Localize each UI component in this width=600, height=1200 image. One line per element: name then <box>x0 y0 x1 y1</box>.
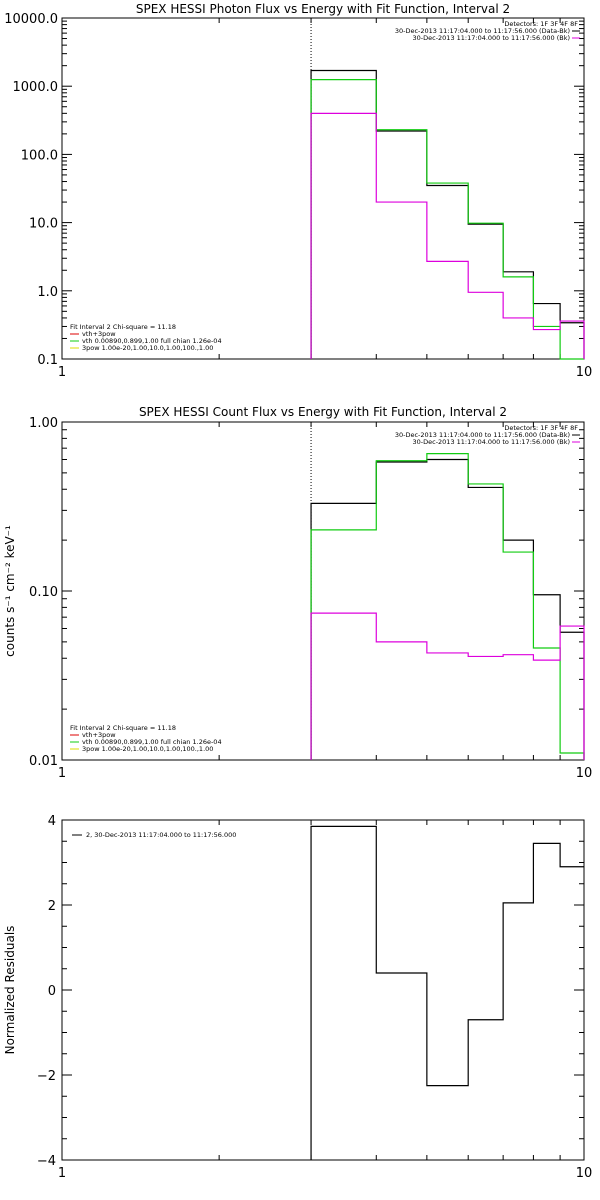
x-tick-label: 1 <box>58 1166 66 1181</box>
legend-top-right-entry: Detectors: 1F 3F 4F 8F <box>504 424 578 432</box>
y-tick-label: 0 <box>48 984 56 999</box>
x-tick-label: 1 <box>58 766 66 781</box>
y-tick-label: 10000.0 <box>4 12 58 27</box>
series-1-steps <box>310 825 584 1160</box>
x-tick-label: 10 <box>576 1166 593 1181</box>
series-1-steps <box>310 458 585 760</box>
y-tick-label: 1000.0 <box>13 80 59 95</box>
legend-bottom-left-entry: vth 0.00890,0.899,1.00 full chian 1.26e-… <box>82 337 222 345</box>
panel-3: Normalized Residuals 1 10 −4 −2 0 2 4 2, 30-Dec-… <box>3 814 592 1181</box>
y-tick-label: 1.0 <box>37 285 58 300</box>
legend-top-left-entry: 2, 30-Dec-2013 11:17:04.000 to 11:17:56.… <box>86 831 236 839</box>
legend-bottom-left-entry: 3pow 1.00e-20,1.00,10.0,1.00,100.,1.00 <box>82 745 213 753</box>
x-tick-label: 1 <box>58 365 66 380</box>
y-tick-label: 100.0 <box>21 148 58 163</box>
legend-bottom-left-entry: vth+3pow <box>82 330 116 338</box>
y-tick-label: 4 <box>48 814 56 829</box>
y-axis-label: Normalized Residuals <box>3 926 17 1055</box>
legend-bottom-left-entry: vth 0.00890,0.899,1.00 full chian 1.26e-… <box>82 738 222 746</box>
plot-frame <box>61 17 585 360</box>
y-axis-label: counts s⁻¹ cm⁻² keV⁻¹ <box>3 525 17 657</box>
x-tick-label: 10 <box>576 365 593 380</box>
legend-top-right-entry: 30-Dec-2013 11:17:04.000 to 11:17:56.000… <box>395 431 570 439</box>
legend-bottom-left-entry: Fit Interval 2 Chi-square = 11.18 <box>70 724 176 732</box>
series-3-steps <box>310 612 585 760</box>
y-tick-label: 0.10 <box>29 585 58 600</box>
plot-frame <box>61 819 585 1161</box>
panel-1: SPEX HESSI Photon Flux vs Energy with Fi… <box>4 2 592 380</box>
series-2-steps <box>310 453 585 760</box>
y-tick-label: 10.0 <box>29 217 58 232</box>
y-tick-label: 0.01 <box>29 754 58 769</box>
legend-top-right-entry: Detectors: 1F 3F 4F 8F <box>504 20 578 28</box>
plot-frame <box>61 421 585 761</box>
panel-2: SPEX HESSI Count Flux vs Energy with Fit… <box>3 405 592 781</box>
y-tick-label: 2 <box>48 899 56 914</box>
x-tick-label: 10 <box>576 766 593 781</box>
legend-top-right-entry: 30-Dec-2013 11:17:04.000 to 11:17:56.000… <box>395 27 570 35</box>
y-tick-label: −2 <box>37 1069 56 1084</box>
legend-bottom-left-entry: 3pow 1.00e-20,1.00,10.0,1.00,100.,1.00 <box>82 344 213 352</box>
legend-top-right-entry: 30-Dec-2013 11:17:04.000 to 11:17:56.000… <box>413 34 571 42</box>
series-3-steps <box>310 112 585 359</box>
legend-bottom-left-entry: Fit Interval 2 Chi-square = 11.18 <box>70 323 176 331</box>
y-tick-label: 1.00 <box>29 416 58 431</box>
legend-bottom-left-entry: vth+3pow <box>82 731 116 739</box>
legend-top-right-entry: 30-Dec-2013 11:17:04.000 to 11:17:56.000… <box>413 438 571 446</box>
y-tick-label: −4 <box>37 1154 56 1169</box>
y-tick-label: 0.1 <box>37 353 58 368</box>
chart-title: SPEX HESSI Photon Flux vs Energy with Fi… <box>136 2 510 16</box>
series-2-steps <box>310 78 584 360</box>
chart-title: SPEX HESSI Count Flux vs Energy with Fit… <box>139 405 507 419</box>
